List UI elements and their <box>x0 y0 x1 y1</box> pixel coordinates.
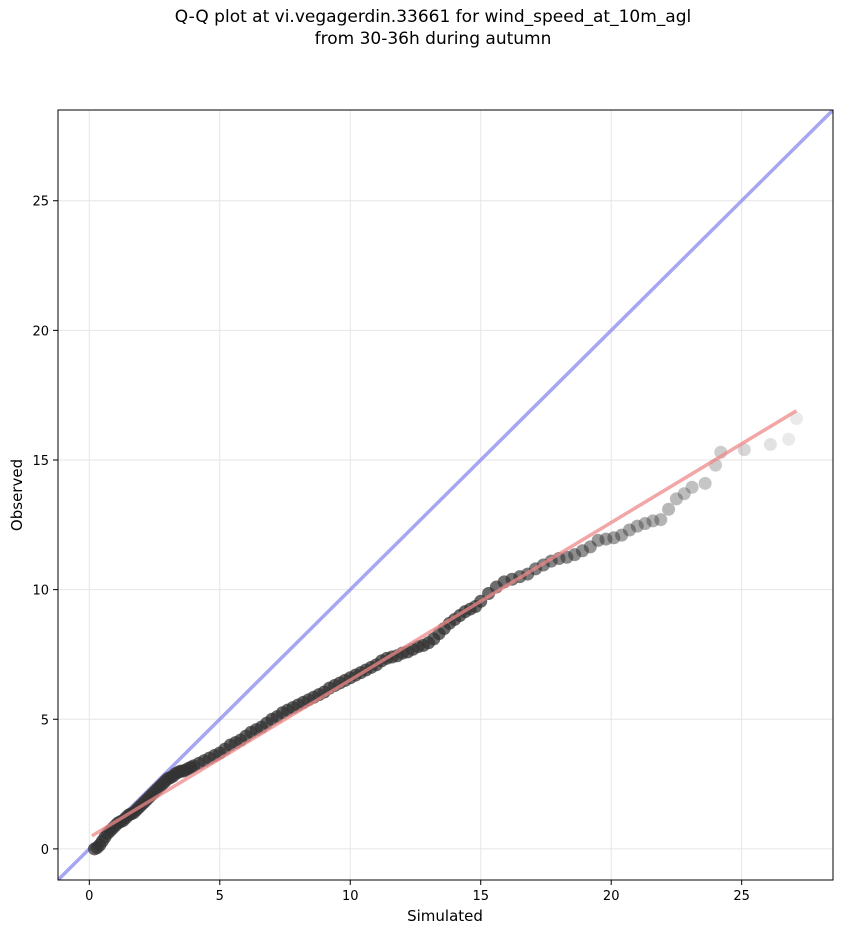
data-point <box>630 519 644 533</box>
ticks: 0 5 10 15 20 25 0 5 10 15 20 25 <box>32 195 749 904</box>
y-tick-label: 5 <box>41 713 49 728</box>
x-tick-label: 10 <box>342 889 359 904</box>
data-point <box>607 531 621 545</box>
data-point <box>646 514 660 528</box>
y-tick-label: 10 <box>32 584 49 599</box>
chart-title-line2: from 30-36h during autumn <box>314 29 552 49</box>
fit-line <box>91 409 798 838</box>
data-point <box>677 487 691 501</box>
chart-title: Q-Q plot at vi.vegagerdin.33661 for wind… <box>0 6 843 50</box>
x-tick-label: 5 <box>216 889 224 904</box>
x-tick-label: 15 <box>472 889 489 904</box>
plot-frame <box>57 109 834 881</box>
data-point <box>763 437 777 451</box>
y-tick-label: 25 <box>32 195 49 210</box>
data-point <box>698 476 712 490</box>
y-tick-label: 15 <box>32 454 49 469</box>
data-point <box>615 528 629 542</box>
x-tick-label: 0 <box>85 889 93 904</box>
data-point <box>599 532 613 546</box>
data-layer <box>58 110 833 880</box>
data-point <box>662 502 676 516</box>
y-tick-label: 20 <box>32 324 49 339</box>
x-tick-label: 20 <box>603 889 620 904</box>
data-point <box>591 533 605 547</box>
data-point <box>654 513 668 527</box>
y-axis-label: Observed <box>8 459 26 531</box>
identity-line <box>58 110 833 880</box>
data-point <box>737 443 751 457</box>
data-point <box>622 523 636 537</box>
data-point <box>638 517 652 531</box>
y-tick-label: 0 <box>41 843 49 858</box>
x-tick-label: 25 <box>733 889 750 904</box>
data-point <box>782 432 796 446</box>
data-point <box>789 412 803 426</box>
chart-title-line1: Q-Q plot at vi.vegagerdin.33661 for wind… <box>174 7 692 27</box>
data-point <box>685 480 699 494</box>
data-point <box>669 492 683 506</box>
x-axis-label: Simulated <box>407 907 483 925</box>
